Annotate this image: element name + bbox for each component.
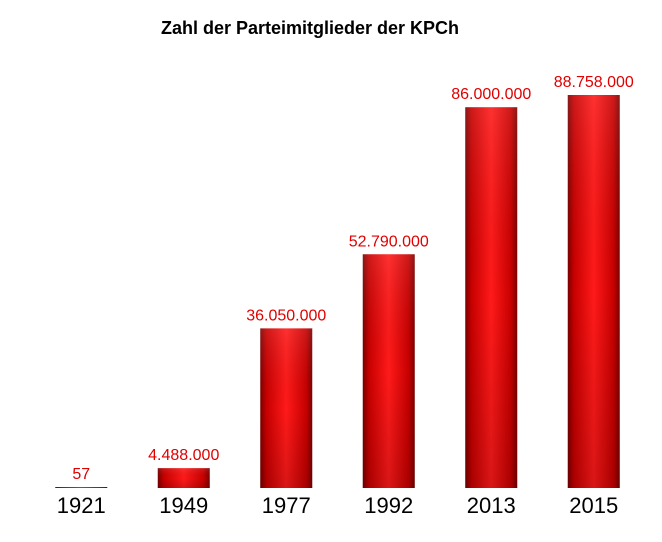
chart-title: Zahl der Parteimitglieder der KPCh — [160, 18, 460, 38]
value-label-1921: 57 — [72, 466, 90, 483]
value-label-2015: 88.758.000 — [554, 74, 634, 91]
category-label-2015: 2015 — [569, 493, 618, 518]
bar-shade-1977 — [260, 328, 313, 488]
bar-shade-2013 — [465, 107, 518, 488]
bar-1921 — [55, 487, 108, 488]
category-label-1921: 1921 — [57, 493, 106, 518]
value-label-1949: 4.488.000 — [148, 447, 219, 464]
category-label-1949: 1949 — [159, 493, 208, 518]
value-label-1977: 36.050.000 — [246, 307, 326, 324]
category-label-1992: 1992 — [364, 493, 413, 518]
bar-shade-2015 — [567, 95, 620, 488]
category-label-2013: 2013 — [467, 493, 516, 518]
value-label-2013: 86.000.000 — [451, 86, 531, 103]
bar-shade-1992 — [362, 254, 415, 488]
category-label-1977: 1977 — [262, 493, 311, 518]
value-label-1992: 52.790.000 — [349, 233, 429, 250]
bar-shade-1949 — [157, 468, 210, 488]
